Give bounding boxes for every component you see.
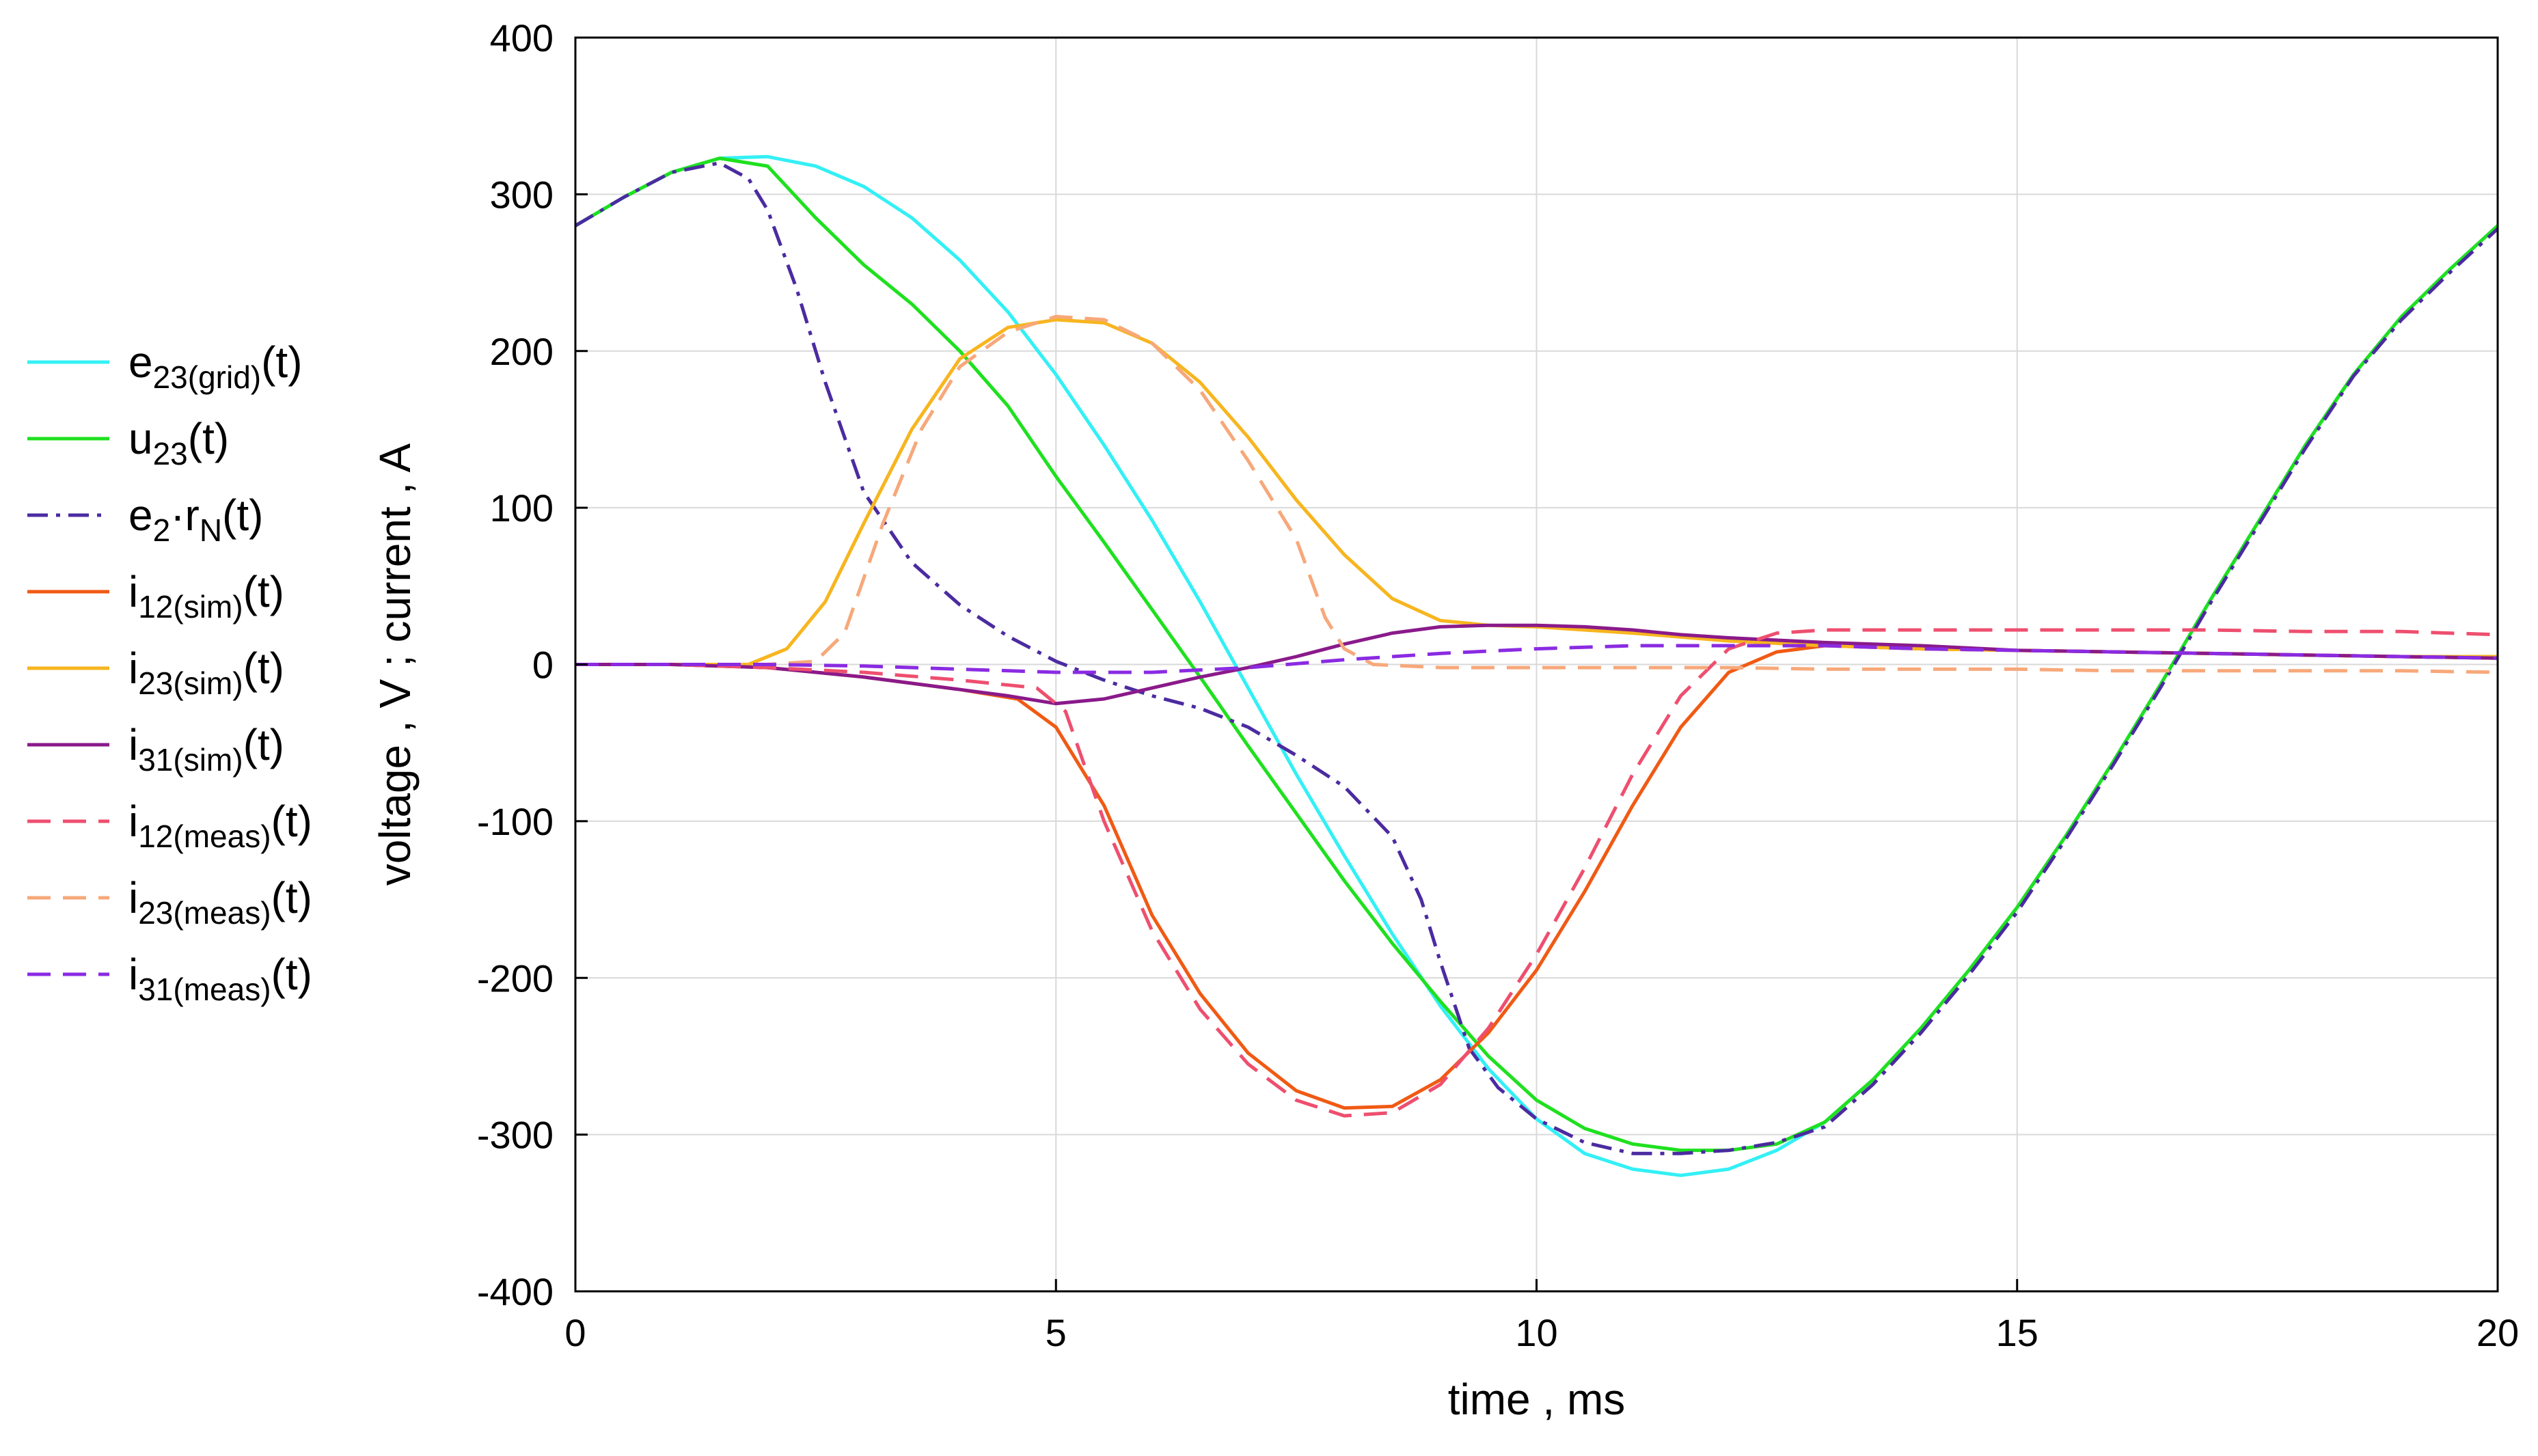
legend-label-part: 23(meas) [138,895,271,931]
legend-label-part: 31(sim) [138,742,243,778]
legend-label-i23-sim-t: i23(sim)(t) [128,644,284,701]
x-axis-title: time , ms [1448,1375,1626,1424]
legend-label-part: N [200,512,222,548]
y-tick-label: 100 [490,486,554,530]
legend-label-part: (t) [188,414,229,463]
y-tick-label: -200 [477,957,554,1000]
x-tick-label: 15 [1996,1311,2038,1354]
legend-label-part: ·r [170,491,200,540]
y-tick-label: 400 [490,16,554,59]
x-tick-label: 5 [1046,1311,1067,1354]
y-axis-title: voltage , V ; current , A [370,443,420,885]
series-group [574,154,2499,1177]
y-tick-label: -100 [477,800,554,843]
legend-label-part: e [128,491,153,540]
legend-label-part: i [128,567,138,616]
y-tick-label: 200 [490,330,554,373]
legend-label-part: i [128,797,138,846]
legend-label-part: 2 [153,512,171,548]
x-tick-label: 20 [2476,1311,2519,1354]
x-tick-label: 0 [564,1311,586,1354]
legend-label-part: (t) [243,644,284,693]
legend: e23(grid)(t)u23(t)e2·rN(t)i12(sim)(t)i23… [27,338,312,1007]
legend-label-part: 12(sim) [138,589,243,624]
legend-label-part: (t) [271,873,312,922]
legend-label-part: i [128,644,138,693]
legend-label-part: 23(sim) [138,665,243,701]
legend-label-part: i [128,950,138,999]
legend-label-part: 31(meas) [138,972,271,1007]
legend-label-part: (t) [222,491,263,540]
legend-label-e23-grid-t: e23(grid)(t) [128,338,303,395]
legend-label-part: (t) [261,338,302,387]
y-tick-label: 300 [490,173,554,216]
ticks: 0 5 10 15 20 400 300 200 100 0 -100 -200 -300 -400 [477,16,2519,1354]
legend-label-part: (t) [271,797,312,846]
legend-label-i31-sim-t: i31(sim)(t) [128,720,284,778]
legend-label-part: i [128,873,138,922]
y-tick-label: -400 [477,1270,554,1313]
series-line-e2-rn-t [574,161,2499,1155]
legend-label-part: (t) [243,567,284,616]
legend-label-part: (t) [271,950,312,999]
legend-label-i12-sim-t: i12(sim)(t) [128,567,284,624]
series-line-i23-meas-t [575,314,2498,674]
series-line-i31-meas-t [575,644,2498,674]
legend-label-part: (t) [243,720,284,769]
y-tick-label: -300 [477,1114,554,1157]
legend-label-part: u [128,414,153,463]
legend-label-part: 12(meas) [138,819,271,854]
legend-label-u23-t: u23(t) [128,414,229,471]
legend-label-part: i [128,720,138,769]
legend-label-part: 23(grid) [153,359,262,395]
legend-label-i31-meas-t: i31(meas)(t) [128,950,312,1007]
series-line-i12-meas-t [575,628,2498,1118]
legend-label-part: 23 [153,436,188,471]
legend-label-i23-meas-t: i23(meas)(t) [128,873,312,931]
legend-label-i12-meas-t: i12(meas)(t) [128,797,312,854]
legend-label-part: e [128,338,153,387]
y-tick-label: 0 [532,644,554,687]
legend-label-e2-rn-t: e2·rN(t) [128,491,263,548]
x-tick-label: 10 [1515,1311,1557,1354]
